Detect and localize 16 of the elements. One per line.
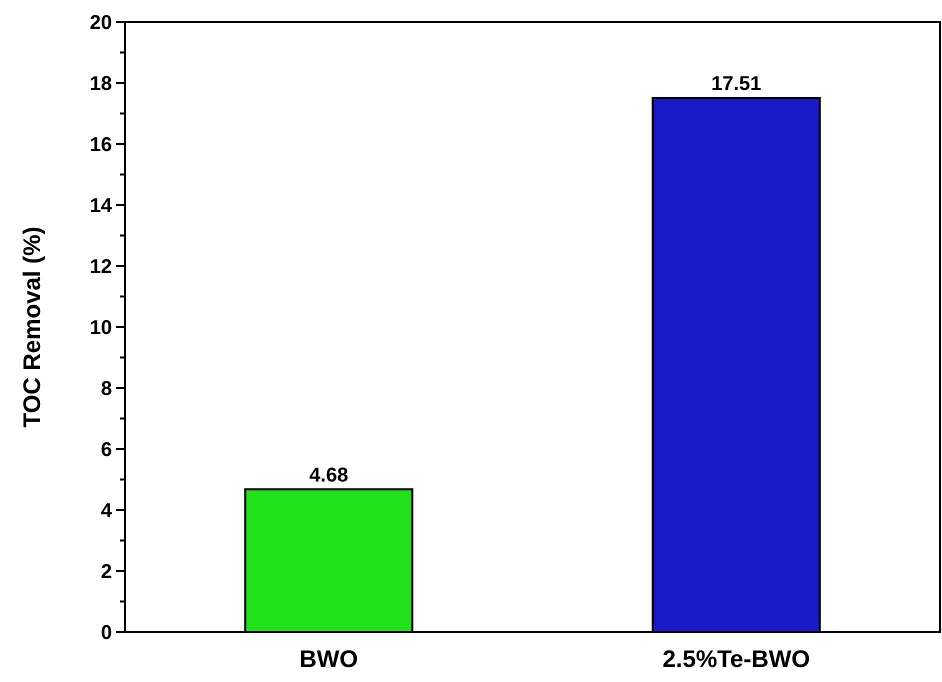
y-tick-label: 12: [90, 256, 112, 278]
data-label: 4.68: [309, 464, 348, 486]
y-axis-title: TOC Removal (%): [19, 226, 46, 428]
y-tick-label: 0: [100, 622, 112, 644]
y-tick-label: 18: [90, 73, 112, 95]
y-tick-label: 14: [90, 195, 113, 217]
y-tick-label: 16: [90, 134, 112, 156]
y-tick-label: 2: [100, 561, 112, 583]
y-tick-label: 4: [100, 500, 113, 522]
x-tick-label: BWO: [299, 646, 358, 673]
y-tick-label: 20: [90, 12, 112, 34]
data-label: 17.51: [711, 72, 762, 95]
y-tick-label: 10: [90, 317, 112, 339]
y-tick-label: 6: [100, 439, 112, 461]
x-tick-label: 2.5%Te-BWO: [662, 646, 810, 673]
y-tick-label: 8: [100, 378, 112, 400]
